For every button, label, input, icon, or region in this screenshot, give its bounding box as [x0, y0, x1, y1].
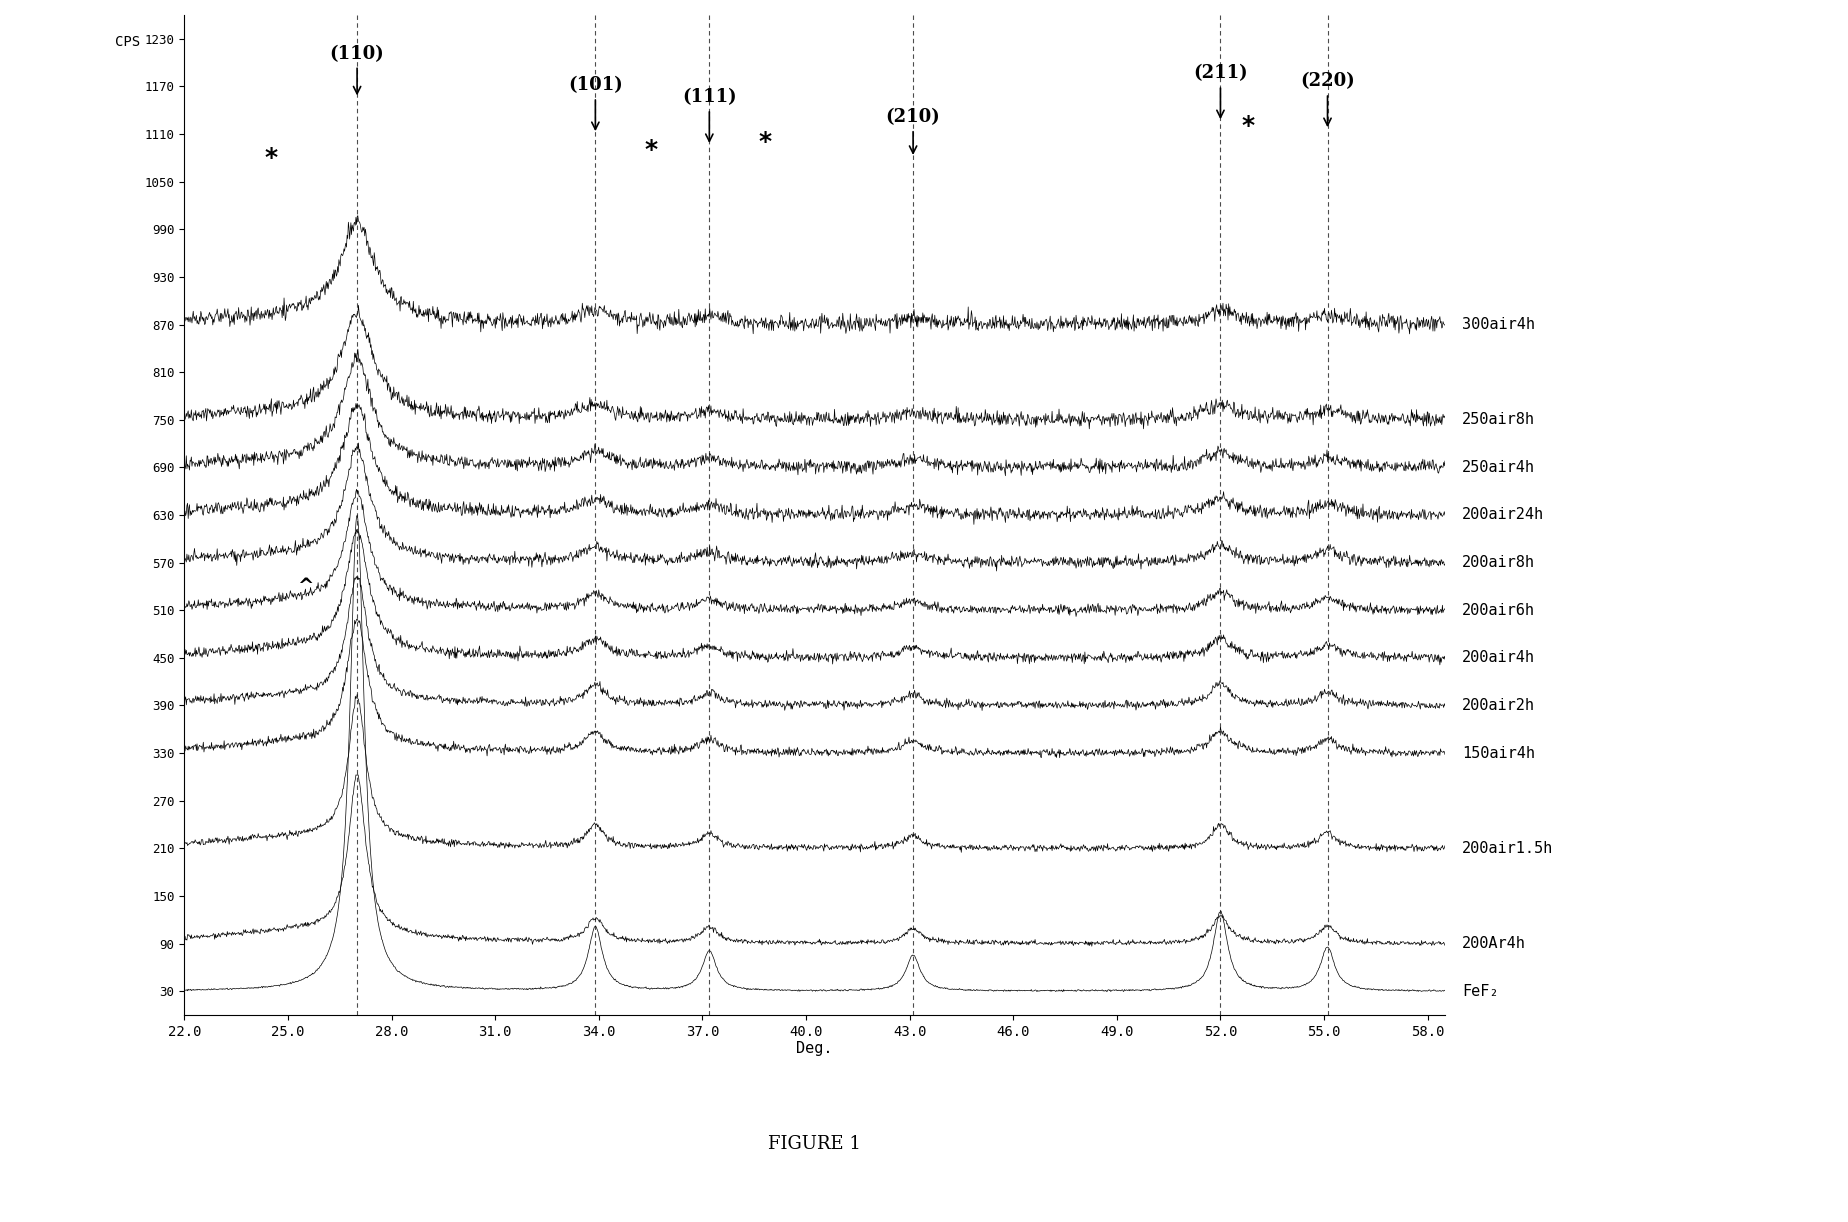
Text: (110): (110): [329, 45, 384, 94]
Text: 200air2h: 200air2h: [1462, 698, 1536, 712]
Text: 200air6h: 200air6h: [1462, 602, 1536, 618]
Text: *: *: [264, 145, 277, 170]
Text: 300air4h: 300air4h: [1462, 316, 1536, 332]
Text: (211): (211): [1194, 65, 1247, 117]
Text: *: *: [1242, 114, 1255, 138]
Text: 200air4h: 200air4h: [1462, 650, 1536, 665]
Text: *: *: [758, 130, 771, 154]
Text: 200air24h: 200air24h: [1462, 507, 1545, 523]
Text: 200air8h: 200air8h: [1462, 555, 1536, 571]
Text: 200air1.5h: 200air1.5h: [1462, 841, 1554, 855]
Text: (101): (101): [567, 76, 623, 130]
Text: *: *: [645, 138, 658, 163]
Text: ^: ^: [298, 577, 314, 596]
Text: 250air8h: 250air8h: [1462, 412, 1536, 428]
X-axis label: Deg.: Deg.: [796, 1041, 833, 1057]
Text: CPS: CPS: [115, 35, 140, 49]
Text: FeF₂: FeF₂: [1462, 984, 1499, 998]
Text: (220): (220): [1301, 72, 1355, 126]
Text: 200Ar4h: 200Ar4h: [1462, 936, 1526, 951]
Text: 150air4h: 150air4h: [1462, 745, 1536, 760]
Text: FIGURE 1: FIGURE 1: [769, 1135, 861, 1154]
Text: 250air4h: 250air4h: [1462, 459, 1536, 475]
Text: (111): (111): [682, 88, 737, 142]
Text: (210): (210): [885, 108, 941, 153]
